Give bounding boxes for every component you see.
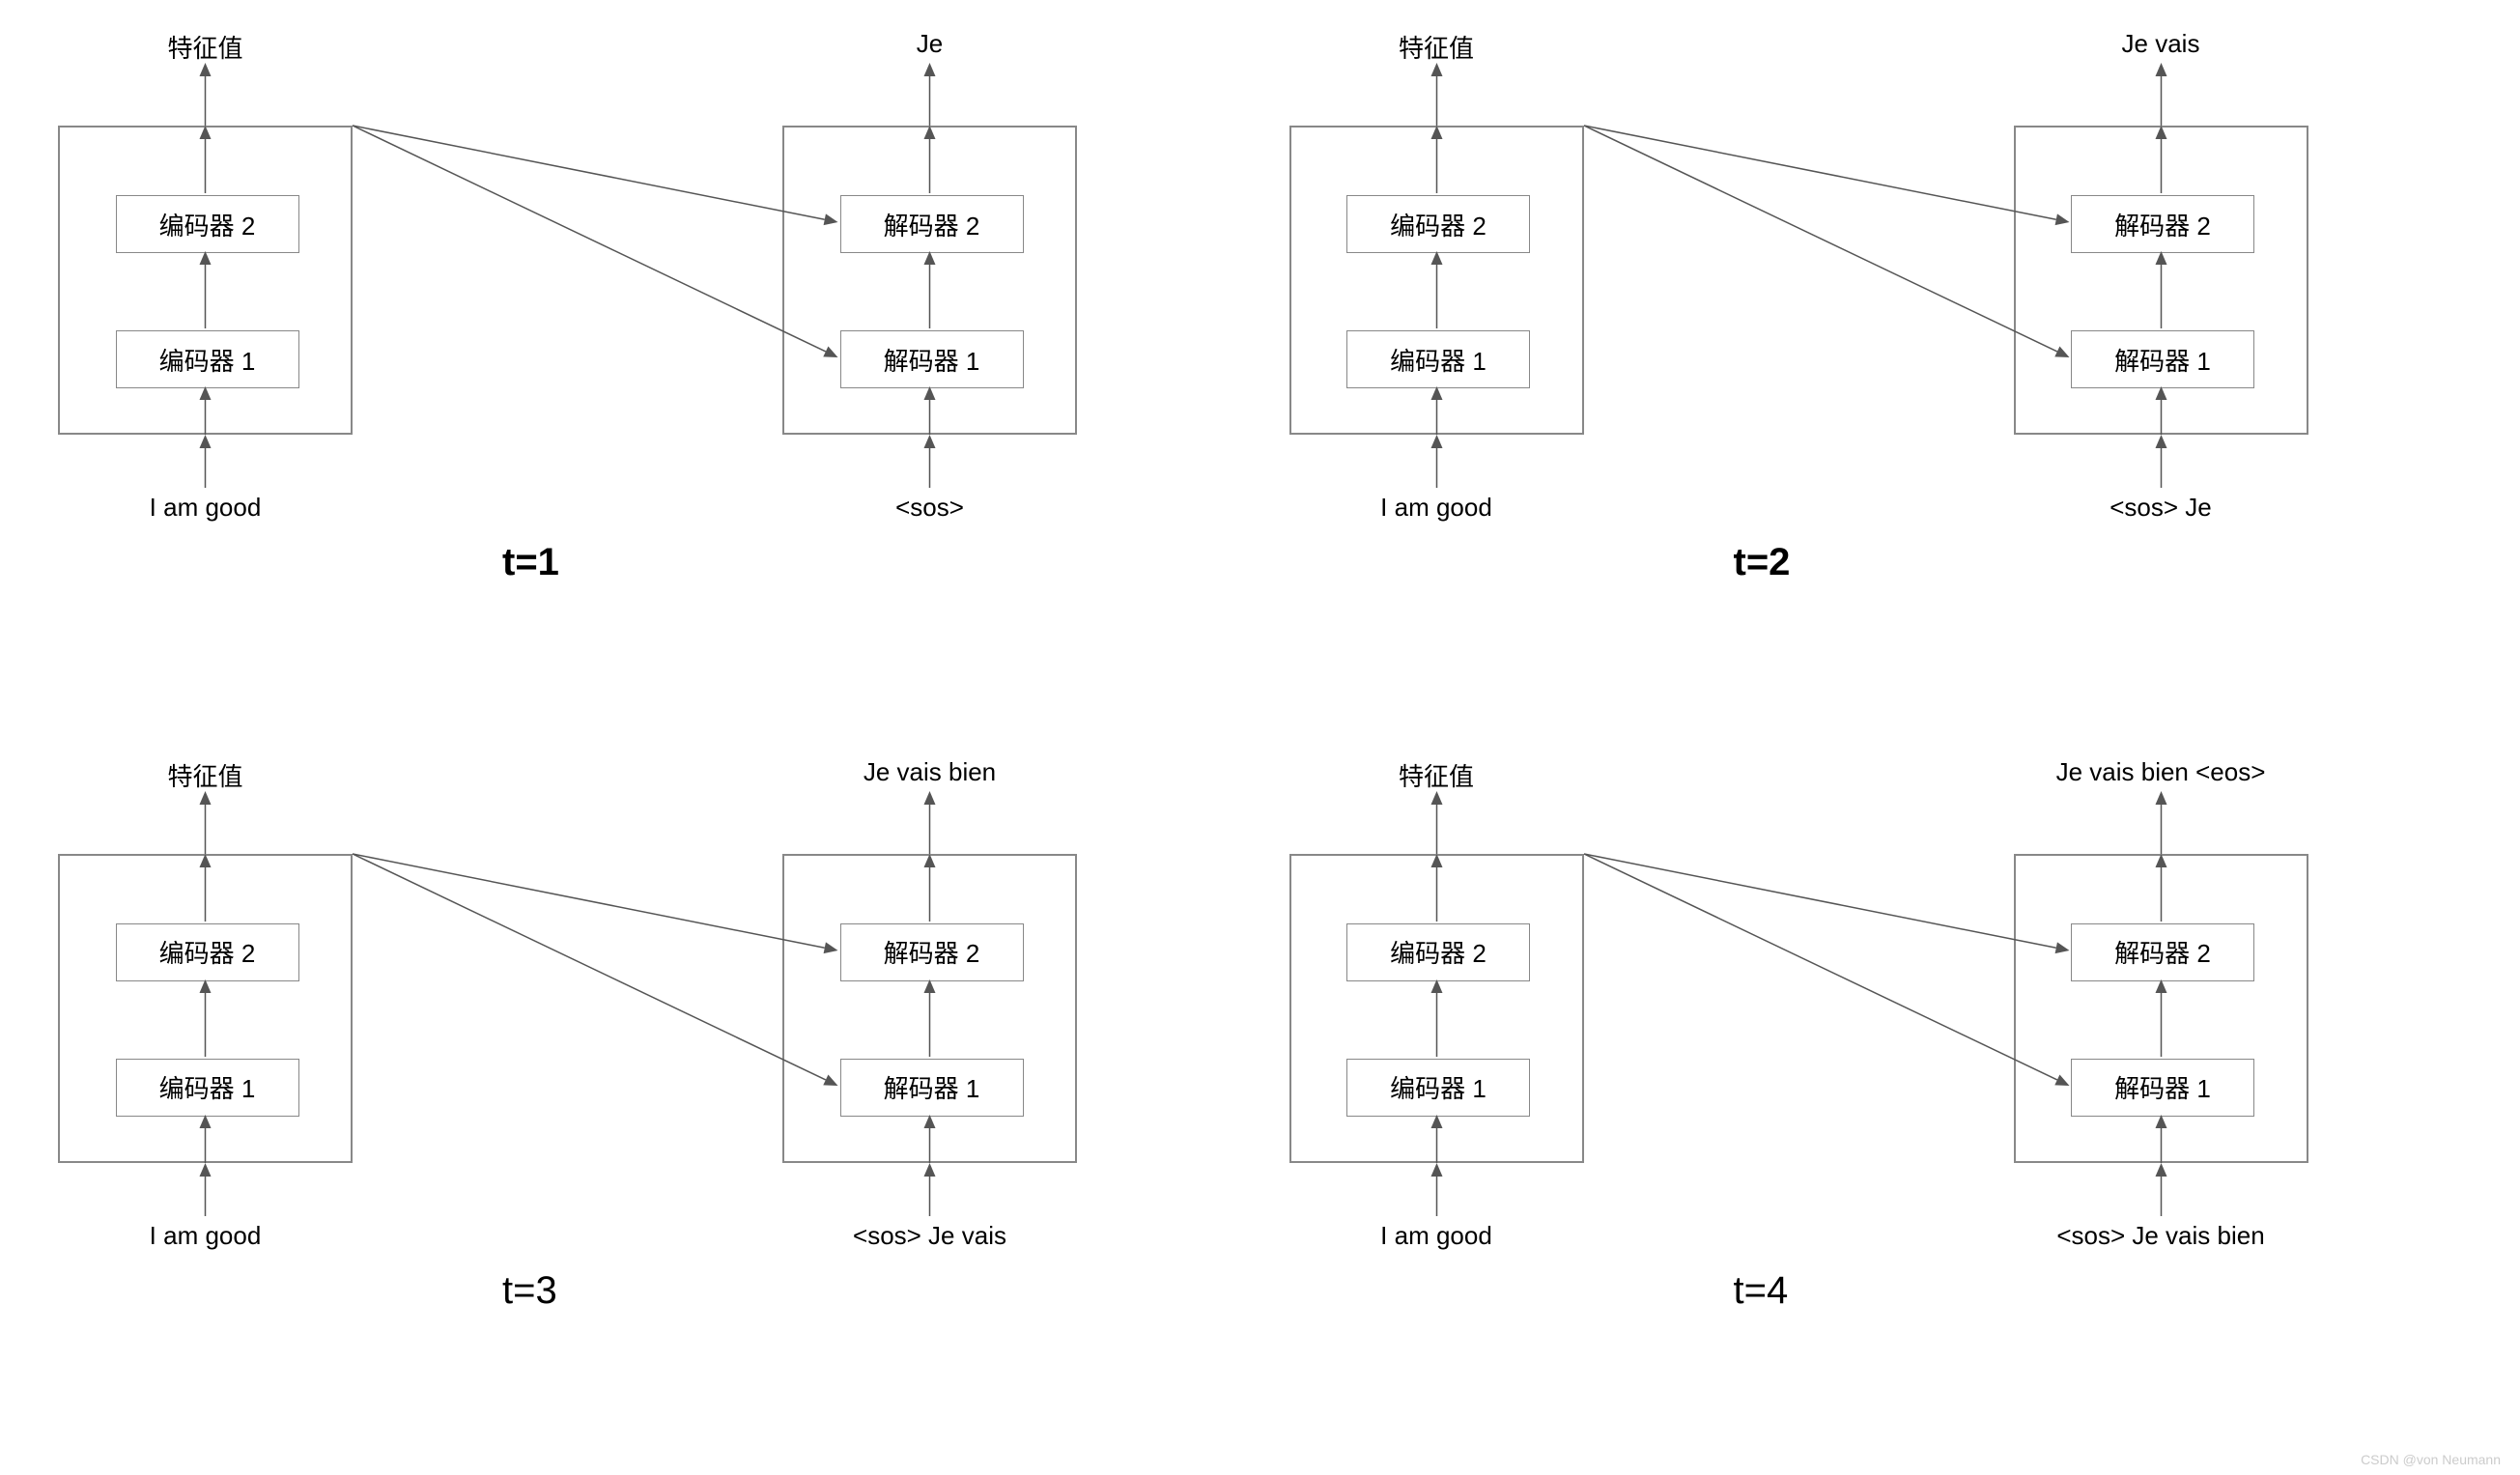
encoder-node-1: 编码器 1	[116, 330, 299, 388]
decoder-input-label: <sos> Je vais	[853, 1221, 1006, 1251]
encoder-node-2: 编码器 2	[1346, 923, 1530, 981]
timestep-label: t=1	[502, 541, 559, 584]
encoder-input-label: I am good	[150, 1221, 262, 1251]
encoder-node-1: 编码器 1	[116, 1059, 299, 1117]
decoder-input-label: <sos> Je	[2109, 493, 2212, 523]
decoder-node-1: 解码器 1	[2071, 1059, 2254, 1117]
panel-t4: t=4 编码器 2 编码器 1 特征值 I am good 解码器 2 解码器 1 Je va…	[1260, 728, 2492, 1457]
decoder-input-label: <sos> Je vais bien	[2056, 1221, 2264, 1251]
encoder-container: 编码器 2 编码器 1	[1289, 126, 1584, 435]
decoder-container: 解码器 2 解码器 1	[782, 854, 1077, 1163]
encoder-node-2: 编码器 2	[1346, 195, 1530, 253]
panel-t2: t=2 编码器 2 编码器 1 特征值 I am good 解码器 2 解码器 1 Je va…	[1260, 0, 2492, 728]
decoder-output-label: Je vais	[2122, 29, 2200, 59]
decoder-node-1: 解码器 1	[840, 1059, 1024, 1117]
panel-t3: t=3 编码器 2 编码器 1 特征值 I am good 解码器 2 解码器 1 Je va…	[29, 728, 1260, 1457]
panel-t1: t=1 编码器 2 编码器 1 特征值 I am good 解码器 2 解码器 1 Je <so…	[29, 0, 1260, 728]
timestep-label: t=2	[1734, 541, 1791, 584]
decoder-node-2: 解码器 2	[840, 923, 1024, 981]
diagram-grid: t=1 编码器 2 编码器 1 特征值 I am good 解码器 2 解码器 1 Je <so…	[0, 0, 2520, 1475]
encoder-node-1: 编码器 1	[1346, 1059, 1530, 1117]
encoder-node-1: 编码器 1	[1346, 330, 1530, 388]
encoder-input-label: I am good	[150, 493, 262, 523]
decoder-node-2: 解码器 2	[840, 195, 1024, 253]
decoder-container: 解码器 2 解码器 1	[782, 126, 1077, 435]
encoder-input-label: I am good	[1380, 1221, 1492, 1251]
watermark: CSDN @von Neumann	[2361, 1452, 2501, 1467]
decoder-output-label: Je	[917, 29, 943, 59]
decoder-container: 解码器 2 解码器 1	[2014, 854, 2308, 1163]
timestep-label: t=4	[1734, 1269, 1789, 1313]
encoder-output-label: 特征值	[1399, 757, 1474, 793]
decoder-node-2: 解码器 2	[2071, 923, 2254, 981]
encoder-output-label: 特征值	[167, 29, 242, 65]
encoder-output-label: 特征值	[1399, 29, 1474, 65]
encoder-input-label: I am good	[1380, 493, 1492, 523]
decoder-node-2: 解码器 2	[2071, 195, 2254, 253]
decoder-output-label: Je vais bien	[864, 757, 996, 787]
encoder-node-2: 编码器 2	[116, 195, 299, 253]
timestep-label: t=3	[502, 1269, 557, 1313]
decoder-node-1: 解码器 1	[2071, 330, 2254, 388]
decoder-input-label: <sos>	[895, 493, 964, 523]
encoder-container: 编码器 2 编码器 1	[1289, 854, 1584, 1163]
encoder-container: 编码器 2 编码器 1	[58, 854, 353, 1163]
encoder-node-2: 编码器 2	[116, 923, 299, 981]
encoder-output-label: 特征值	[167, 757, 242, 793]
encoder-container: 编码器 2 编码器 1	[58, 126, 353, 435]
decoder-node-1: 解码器 1	[840, 330, 1024, 388]
decoder-output-label: Je vais bien <eos>	[2056, 757, 2266, 787]
decoder-container: 解码器 2 解码器 1	[2014, 126, 2308, 435]
